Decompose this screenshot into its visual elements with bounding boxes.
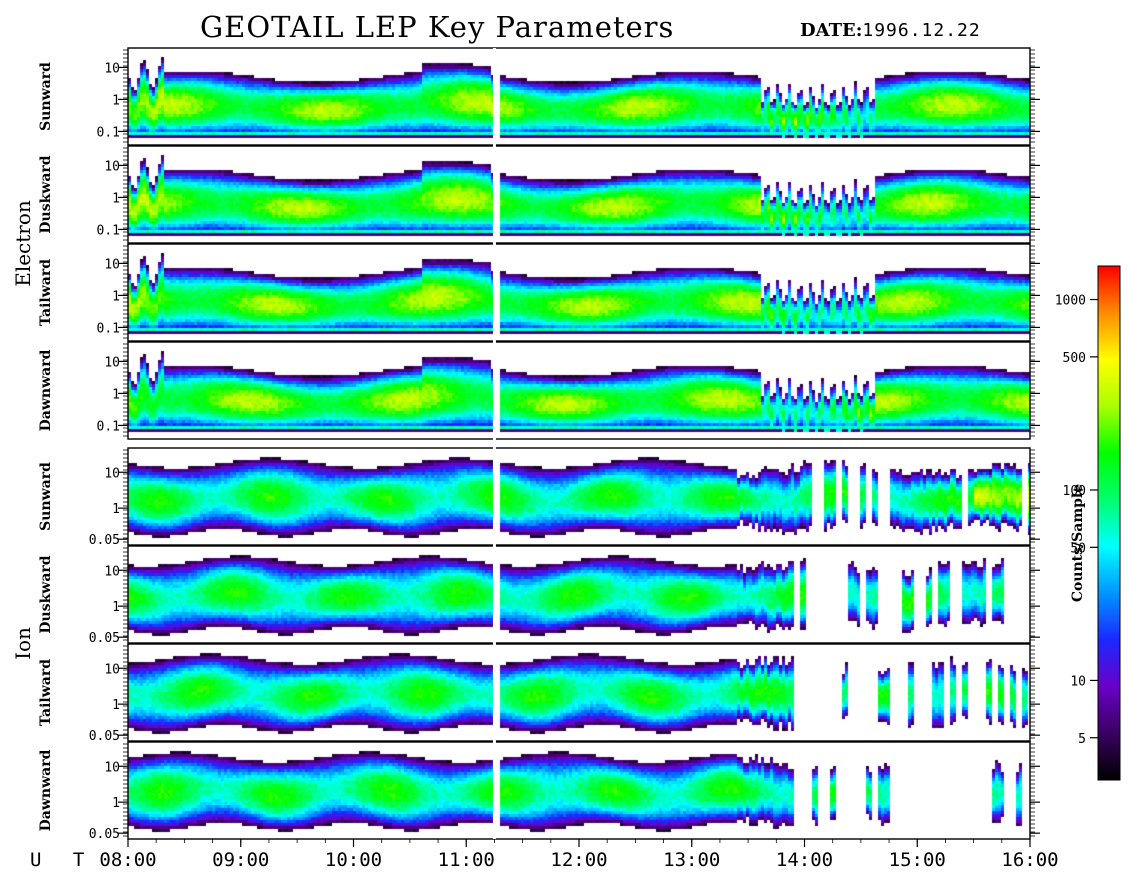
x-tick-label: 11:00 xyxy=(438,849,495,871)
x-tick-label: 14:00 xyxy=(776,849,833,871)
x-tick-label: 10:00 xyxy=(325,849,382,871)
colorbar-tick-label: 1000 xyxy=(1055,294,1086,309)
panel-frame xyxy=(127,47,1031,146)
panel-frame xyxy=(127,447,1031,546)
y-tick-label: 0.05 xyxy=(89,827,120,842)
group-label-electron: Electron xyxy=(11,200,35,287)
y-tick-label: 1 xyxy=(112,191,120,206)
date-value: 1996.12.22 xyxy=(862,20,981,41)
y-tick-label: 1 xyxy=(112,289,120,304)
group-label-ion: Ion xyxy=(11,627,35,660)
y-tick-label: 0.1 xyxy=(97,419,120,434)
panel-frame xyxy=(127,243,1031,342)
y-tick-label: 0.05 xyxy=(89,631,120,646)
ion-sunward-spectrogram xyxy=(128,448,1030,545)
y-tick-label: 1 xyxy=(112,600,120,615)
colorbar-tick-label: 500 xyxy=(1063,351,1086,366)
y-tick-label: 10 xyxy=(104,662,120,677)
panel-frame xyxy=(127,643,1031,742)
x-tick-label: 08:00 xyxy=(99,849,156,871)
y-tick-label: 1 xyxy=(112,796,120,811)
y-tick-label: 10 xyxy=(104,466,120,481)
x-tick-label: 16:00 xyxy=(1001,849,1058,871)
colorbar-tick-label: 5 xyxy=(1078,732,1086,747)
y-tick-label: 0.05 xyxy=(89,533,120,548)
colorbar-tick-label: 50 xyxy=(1070,541,1086,556)
x-axis-label: U T xyxy=(30,849,94,871)
panel-frame xyxy=(127,545,1031,644)
panel-label-tailward: Tailward xyxy=(38,259,54,326)
panel-label-sunward: Sunward xyxy=(38,62,54,131)
panel-label-duskward: Duskward xyxy=(38,155,54,233)
x-tick-label: 12:00 xyxy=(550,849,607,871)
x-tick-label: 09:00 xyxy=(212,849,269,871)
panel-frame xyxy=(127,145,1031,244)
x-tick-label: 13:00 xyxy=(663,849,720,871)
colorbar xyxy=(1097,265,1121,781)
y-tick-label: 10 xyxy=(104,159,120,174)
panel-label-dawnward: Dawnward xyxy=(38,749,54,831)
chart-title: GEOTAIL LEP Key Parameters xyxy=(200,10,675,44)
ion-duskward-spectrogram xyxy=(128,546,1030,643)
ion-tailward-spectrogram xyxy=(128,644,1030,741)
panel-label-dawnward: Dawnward xyxy=(38,349,54,431)
date-readout: DATE:1996.12.22 xyxy=(800,20,981,41)
electron-tailward-spectrogram xyxy=(128,244,1030,341)
y-tick-label: 1 xyxy=(112,698,120,713)
panel-label-duskward: Duskward xyxy=(38,555,54,633)
y-tick-label: 0.05 xyxy=(89,729,120,744)
y-tick-label: 10 xyxy=(104,355,120,370)
colorbar-label: Counts/Sample xyxy=(1070,484,1086,602)
y-tick-label: 10 xyxy=(104,564,120,579)
electron-dawnward-spectrogram xyxy=(128,342,1030,439)
panel-frame xyxy=(127,341,1031,440)
panel-label-sunward: Sunward xyxy=(38,462,54,531)
y-tick-label: 1 xyxy=(112,502,120,517)
y-tick-label: 10 xyxy=(104,257,120,272)
y-tick-label: 1 xyxy=(112,387,120,402)
date-label: DATE: xyxy=(800,20,863,41)
y-tick-label: 10 xyxy=(104,760,120,775)
colorbar-tick-label: 10 xyxy=(1070,674,1086,689)
ion-dawnward-spectrogram xyxy=(128,742,1030,839)
y-tick-label: 0.1 xyxy=(97,125,120,140)
colorbar-tick-label: 100 xyxy=(1063,484,1086,499)
y-tick-label: 0.1 xyxy=(97,321,120,336)
panel-label-tailward: Tailward xyxy=(38,659,54,726)
x-tick-label: 15:00 xyxy=(889,849,946,871)
y-tick-label: 10 xyxy=(104,61,120,76)
electron-duskward-spectrogram xyxy=(128,146,1030,243)
y-tick-label: 1 xyxy=(112,93,120,108)
y-tick-label: 0.1 xyxy=(97,223,120,238)
electron-sunward-spectrogram xyxy=(128,48,1030,145)
